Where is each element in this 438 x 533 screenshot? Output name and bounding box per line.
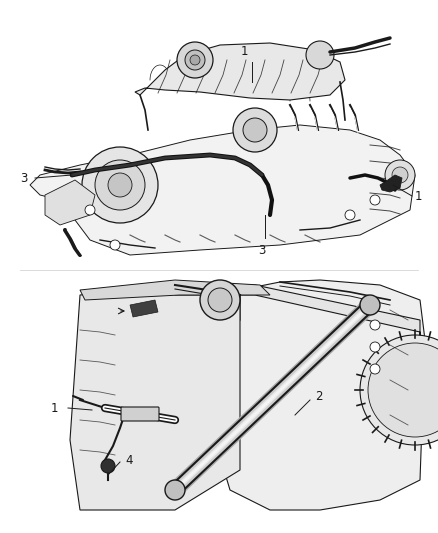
Circle shape xyxy=(85,205,95,215)
Circle shape xyxy=(306,41,334,69)
Circle shape xyxy=(108,173,132,197)
Circle shape xyxy=(165,480,185,500)
Circle shape xyxy=(345,210,355,220)
Polygon shape xyxy=(70,285,240,510)
Circle shape xyxy=(208,288,232,312)
Circle shape xyxy=(370,342,380,352)
Circle shape xyxy=(190,55,200,65)
Circle shape xyxy=(82,147,158,223)
Text: 3: 3 xyxy=(258,244,266,257)
Circle shape xyxy=(177,42,213,78)
Circle shape xyxy=(101,459,115,473)
Text: 1: 1 xyxy=(415,190,423,203)
Text: 2: 2 xyxy=(315,391,322,403)
Polygon shape xyxy=(45,180,95,225)
Circle shape xyxy=(370,195,380,205)
Text: 4: 4 xyxy=(125,454,133,466)
Circle shape xyxy=(385,160,415,190)
Circle shape xyxy=(233,108,277,152)
Polygon shape xyxy=(175,285,420,340)
Polygon shape xyxy=(130,300,158,317)
Polygon shape xyxy=(80,280,270,300)
Circle shape xyxy=(370,320,380,330)
Circle shape xyxy=(200,280,240,320)
Polygon shape xyxy=(135,43,345,100)
Text: 1: 1 xyxy=(240,45,248,58)
Circle shape xyxy=(110,240,120,250)
Circle shape xyxy=(95,160,145,210)
Text: 1: 1 xyxy=(50,401,58,415)
Polygon shape xyxy=(30,125,415,255)
Circle shape xyxy=(360,295,380,315)
Polygon shape xyxy=(380,175,402,192)
Text: 3: 3 xyxy=(20,172,27,184)
Circle shape xyxy=(370,364,380,374)
Polygon shape xyxy=(215,280,425,510)
Circle shape xyxy=(360,335,438,445)
FancyBboxPatch shape xyxy=(121,407,159,421)
Circle shape xyxy=(185,50,205,70)
Circle shape xyxy=(243,118,267,142)
Circle shape xyxy=(368,343,438,437)
Circle shape xyxy=(392,167,408,183)
